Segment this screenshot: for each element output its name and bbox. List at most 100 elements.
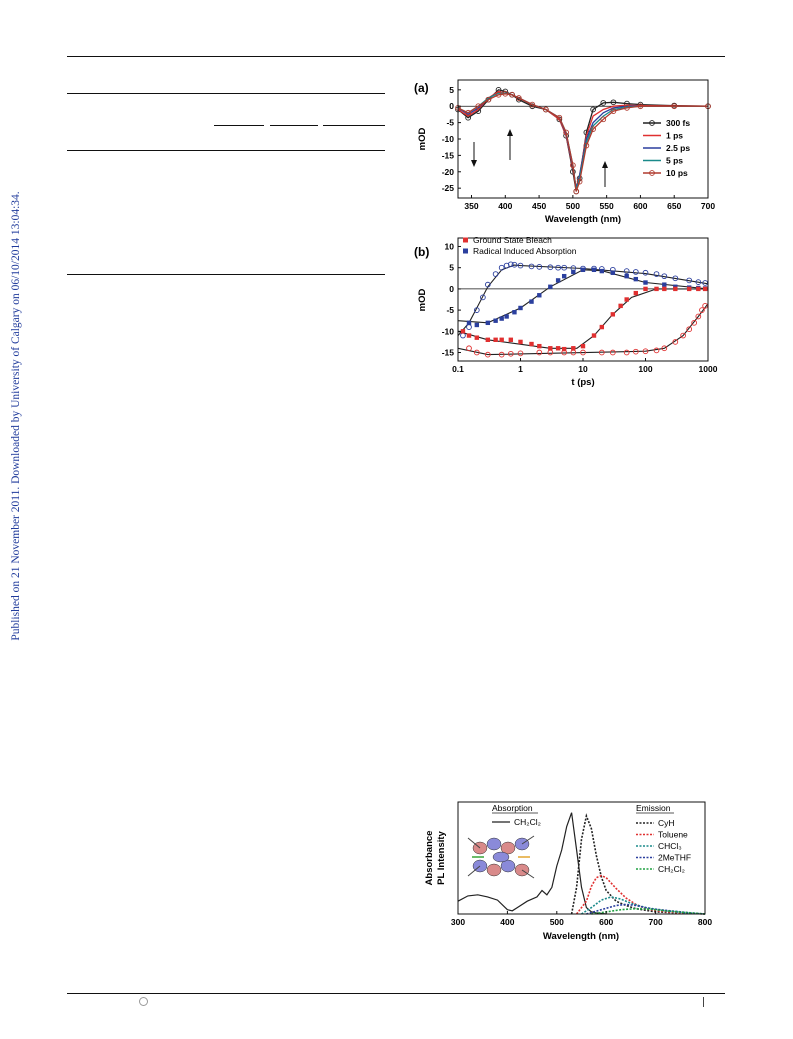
legend-marker xyxy=(463,237,468,243)
data-point xyxy=(509,91,515,98)
download-notice: Published on 21 November 2011. Downloade… xyxy=(6,191,26,640)
series-line xyxy=(591,907,706,915)
plot-a-content xyxy=(455,86,711,195)
y-tick-label: 10 xyxy=(445,241,455,251)
figure-b: (b) 0.1 1 10 100 1000 10 5 0 -5 -10 -15 t (ps) mO… xyxy=(414,235,718,388)
data-point xyxy=(517,262,524,269)
data-point xyxy=(699,307,705,313)
data-point xyxy=(643,280,648,285)
data-point xyxy=(624,297,629,302)
plot-c-content xyxy=(457,812,706,915)
data-point xyxy=(609,349,616,356)
data-point xyxy=(548,284,553,289)
data-point xyxy=(537,343,542,349)
data-point xyxy=(529,299,534,304)
data-point xyxy=(610,99,617,106)
data-point xyxy=(529,341,534,347)
y-tick-label: -5 xyxy=(446,305,454,315)
x-tick-label: 350 xyxy=(464,201,478,211)
figure-a: (a) 350 400 450 500 550 600 650 700 5 0 -5 -10 -15 -… xyxy=(414,79,715,225)
data-point xyxy=(632,269,639,275)
data-point xyxy=(515,95,522,101)
plot-a-xlabel: Wavelength (nm) xyxy=(545,214,621,225)
data-point xyxy=(518,305,523,311)
series-line xyxy=(575,874,706,915)
x-tick-label: 400 xyxy=(498,201,512,211)
data-point xyxy=(537,293,542,298)
plot-c-xticks: 300 400 500 600 700 800 xyxy=(451,911,712,927)
data-point xyxy=(570,349,577,356)
legend-label: CH₂Cl₂ xyxy=(514,817,541,827)
data-point xyxy=(643,286,648,292)
x-tick-label: 800 xyxy=(698,917,712,927)
data-point xyxy=(661,345,668,352)
data-point xyxy=(633,276,639,282)
plot-c-ylabel-line2: PL Intensity xyxy=(436,830,447,884)
data-point xyxy=(673,286,678,292)
legend-heading: Emission xyxy=(636,803,671,813)
data-point xyxy=(460,332,466,339)
footer-circle-icon xyxy=(139,997,148,1006)
table-bottom-rule xyxy=(67,274,385,275)
x-tick-label: 0.1 xyxy=(452,364,464,374)
y-tick-label: -10 xyxy=(442,326,455,336)
fit-line xyxy=(457,264,709,336)
data-point xyxy=(590,106,596,113)
fit-line xyxy=(457,303,709,356)
y-tick-label: -10 xyxy=(442,134,455,144)
data-point xyxy=(570,162,576,169)
data-point xyxy=(686,326,693,333)
footer-rule xyxy=(67,993,725,994)
data-point xyxy=(485,96,492,103)
data-point xyxy=(528,263,535,270)
data-point xyxy=(508,337,514,342)
legend-label: 2.5 ps xyxy=(666,143,690,153)
plot-b-yticks: 10 5 0 -5 -10 -15 xyxy=(442,241,461,358)
data-point xyxy=(561,346,567,352)
table-column-rule-3 xyxy=(323,125,385,126)
data-point xyxy=(473,307,480,313)
y-tick-label: 5 xyxy=(449,263,454,273)
x-tick-label: 600 xyxy=(599,917,613,927)
data-point xyxy=(590,126,596,133)
data-point xyxy=(661,273,668,280)
data-point xyxy=(542,106,549,113)
data-point xyxy=(474,335,480,340)
legend-label: CH₂Cl₂ xyxy=(658,864,685,874)
series-line xyxy=(581,896,706,915)
data-point xyxy=(529,101,536,108)
y-tick-label: 0 xyxy=(449,284,454,294)
y-tick-label: 5 xyxy=(449,85,454,95)
data-point xyxy=(580,349,586,356)
data-point xyxy=(475,103,482,110)
x-tick-label: 400 xyxy=(500,917,514,927)
table-header-rule xyxy=(67,150,385,151)
table-column-rule-2 xyxy=(270,125,318,126)
data-point xyxy=(561,349,568,356)
data-point xyxy=(571,269,576,275)
data-point xyxy=(637,101,644,108)
data-point xyxy=(547,264,554,271)
data-point xyxy=(466,324,472,330)
data-point xyxy=(580,267,586,273)
data-point xyxy=(555,346,561,351)
footer-separator xyxy=(703,997,704,1007)
data-point xyxy=(653,347,660,354)
data-point xyxy=(493,337,498,342)
legend-heading: Absorption xyxy=(492,803,533,813)
data-point xyxy=(504,314,509,319)
plot-c-legend-absorption: Absorption CH₂Cl₂ xyxy=(492,803,541,827)
legend-label: Ground State Bleach xyxy=(473,235,552,245)
data-point xyxy=(580,343,586,349)
data-point xyxy=(600,116,607,123)
data-point xyxy=(624,273,629,279)
data-point xyxy=(610,108,617,114)
data-point xyxy=(466,333,472,338)
x-tick-label: 450 xyxy=(532,201,546,211)
table-column-rule-1 xyxy=(214,125,264,126)
x-tick-label: 700 xyxy=(701,201,715,211)
data-point xyxy=(591,267,597,273)
data-point xyxy=(599,324,605,330)
data-point xyxy=(480,294,486,301)
